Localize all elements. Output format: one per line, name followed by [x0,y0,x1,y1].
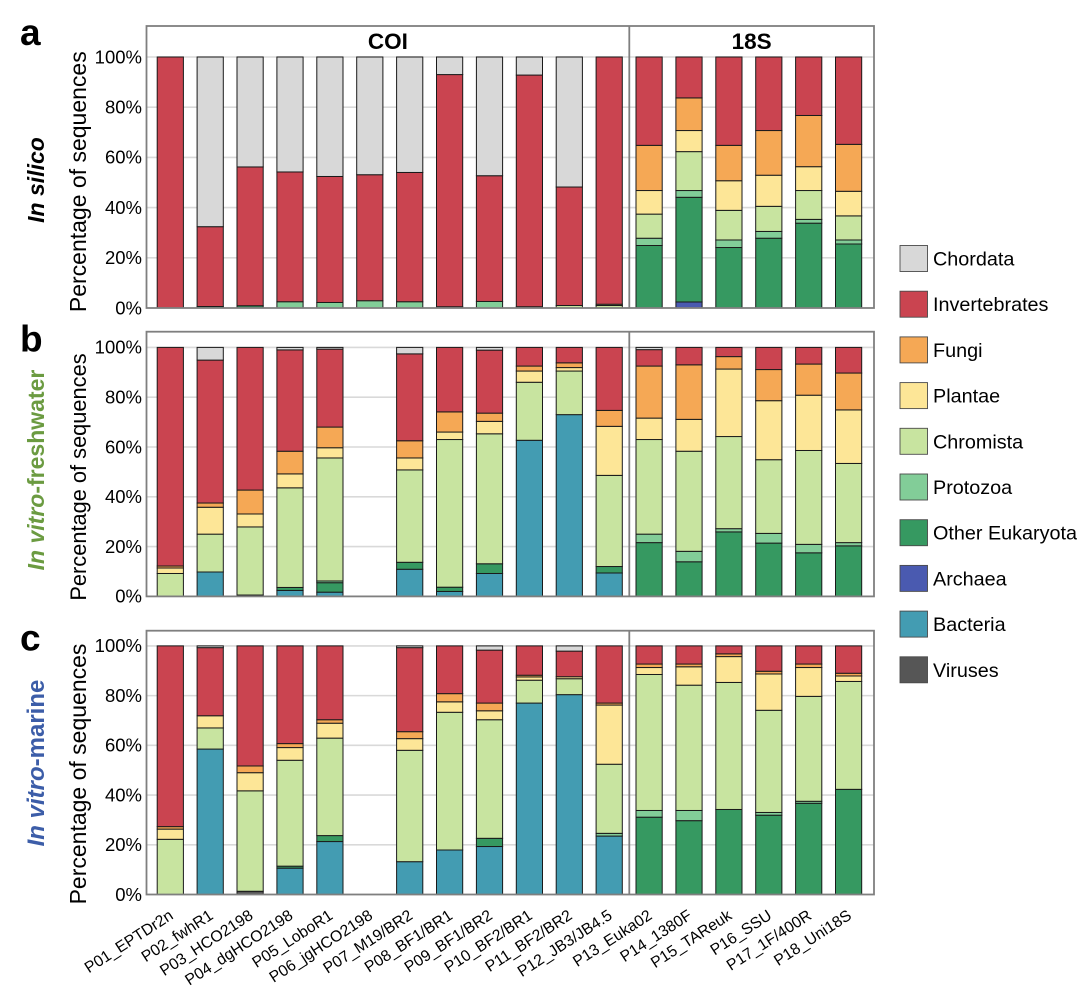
svg-text:0%: 0% [115,586,142,607]
svg-text:100%: 100% [95,635,142,656]
svg-text:20%: 20% [105,536,142,557]
svg-text:0%: 0% [115,297,142,318]
svg-text:Chromista: Chromista [933,431,1023,453]
svg-text:Percentage of sequences: Percentage of sequences [66,353,91,600]
svg-text:60%: 60% [105,147,142,168]
svg-text:Archaea: Archaea [933,568,1007,590]
svg-text:20%: 20% [105,247,142,268]
svg-text:40%: 40% [105,784,142,805]
svg-text:In silico: In silico [23,137,49,223]
svg-text:In vitro-marine: In vitro-marine [23,680,50,847]
svg-text:COI: COI [368,29,408,54]
svg-text:80%: 80% [105,387,142,408]
svg-text:60%: 60% [105,735,142,756]
svg-text:Protozoa: Protozoa [933,477,1012,499]
svg-text:Invertebrates: Invertebrates [933,294,1049,316]
svg-text:In vitro-freshwater: In vitro-freshwater [23,370,49,571]
svg-text:Bacteria: Bacteria [933,614,1006,636]
svg-text:c: c [20,618,41,659]
svg-text:80%: 80% [105,97,142,118]
svg-text:60%: 60% [105,436,142,457]
svg-text:40%: 40% [105,486,142,507]
svg-text:80%: 80% [105,685,142,706]
svg-text:18S: 18S [732,29,772,54]
svg-text:100%: 100% [95,337,142,358]
svg-text:Percentage of sequences: Percentage of sequences [65,644,91,905]
svg-text:Other Eukaryota: Other Eukaryota [933,523,1077,545]
svg-text:Chordata: Chordata [933,249,1014,271]
svg-text:0%: 0% [115,884,142,905]
svg-text:a: a [20,12,41,53]
svg-text:100%: 100% [95,46,142,67]
svg-text:Viruses: Viruses [933,660,999,682]
svg-text:Plantae: Plantae [933,386,1000,408]
svg-text:40%: 40% [105,197,142,218]
svg-text:Fungi: Fungi [933,340,982,362]
svg-text:20%: 20% [105,834,142,855]
svg-text:Percentage of sequences: Percentage of sequences [65,51,91,312]
svg-text:b: b [20,319,43,360]
